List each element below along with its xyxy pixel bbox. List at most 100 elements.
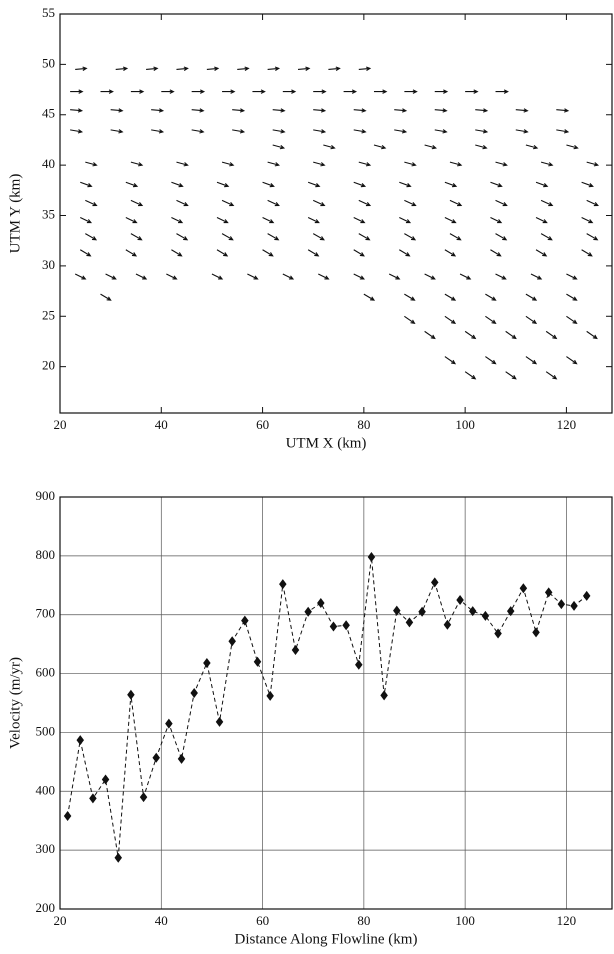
diamond-marker bbox=[468, 606, 477, 617]
velocity-arrow bbox=[515, 129, 529, 134]
velocity-arrow bbox=[262, 249, 274, 257]
velocity-arrow bbox=[581, 217, 594, 224]
velocity-arrow bbox=[313, 161, 326, 167]
y-tick-label: 900 bbox=[36, 488, 56, 503]
diamond-marker bbox=[506, 606, 515, 617]
x-tick-label: 20 bbox=[54, 417, 67, 432]
velocity-arrow bbox=[495, 89, 509, 94]
velocity-arrow bbox=[399, 181, 412, 188]
diamond-marker bbox=[139, 792, 148, 803]
velocity-arrow bbox=[586, 199, 599, 207]
velocity-arrow bbox=[176, 199, 189, 207]
velocity-arrow bbox=[525, 144, 539, 150]
velocity-arrow bbox=[221, 161, 235, 167]
diamond-marker bbox=[329, 621, 338, 632]
velocity-arrow bbox=[485, 315, 497, 325]
velocity-arrow bbox=[444, 181, 458, 188]
diamond-marker bbox=[101, 774, 110, 785]
y-tick-label: 600 bbox=[36, 665, 56, 680]
velocity-arrow bbox=[313, 108, 327, 113]
velocity-arrow bbox=[171, 217, 184, 224]
velocity-arrow bbox=[267, 66, 281, 71]
velocity-arrow bbox=[353, 181, 367, 188]
velocity-arrow bbox=[485, 293, 497, 301]
velocity-arrow bbox=[75, 66, 88, 71]
diamond-marker bbox=[63, 811, 72, 822]
velocity-arrow bbox=[176, 66, 189, 71]
velocity-arrow bbox=[495, 161, 508, 167]
velocity-arrow bbox=[540, 199, 554, 207]
x-tick-label: 80 bbox=[357, 417, 370, 432]
x-tick-label: 40 bbox=[155, 417, 168, 432]
velocity-arrow bbox=[490, 249, 502, 257]
velocity-arrow bbox=[237, 66, 250, 71]
y-tick-label: 40 bbox=[42, 156, 55, 171]
velocity-arrow bbox=[176, 233, 189, 241]
y-tick-label: 700 bbox=[36, 606, 56, 621]
velocity-arrow bbox=[353, 108, 367, 113]
velocity-arrow bbox=[566, 293, 578, 301]
velocity-arrow bbox=[206, 66, 220, 71]
x-tick-label: 100 bbox=[455, 417, 475, 432]
velocity-arrow bbox=[459, 273, 472, 280]
diamond-marker bbox=[494, 628, 502, 639]
velocity-arrow bbox=[191, 108, 205, 113]
diamond-marker bbox=[266, 690, 274, 701]
velocity-arrow bbox=[211, 273, 224, 280]
velocity-arrow bbox=[85, 233, 98, 241]
velocity-arrow bbox=[399, 249, 411, 257]
velocity-arrow bbox=[70, 129, 84, 134]
velocity-arrow bbox=[581, 249, 593, 257]
velocity-arrow bbox=[216, 181, 230, 188]
diamond-marker bbox=[481, 610, 490, 621]
velocity-arrow bbox=[490, 181, 503, 188]
velocity-arrow bbox=[566, 273, 578, 280]
velocity-arrow bbox=[176, 161, 189, 167]
velocity-arrow bbox=[505, 330, 517, 340]
velocity-arrow bbox=[515, 108, 529, 113]
velocity-arrow bbox=[307, 181, 321, 188]
velocity-arrow bbox=[540, 161, 554, 167]
y-tick-label: 35 bbox=[42, 206, 55, 221]
y-axis-label: UTM Y (km) bbox=[7, 174, 23, 254]
velocity-arrow bbox=[318, 273, 330, 280]
x-tick-label: 100 bbox=[455, 913, 475, 928]
velocity-arrow bbox=[74, 273, 87, 280]
velocity-arrow bbox=[313, 89, 327, 94]
velocity-arrow bbox=[151, 108, 165, 113]
velocity-arrow bbox=[100, 89, 114, 94]
diamond-marker bbox=[165, 718, 173, 729]
velocity-arrow bbox=[130, 161, 144, 167]
velocity-arrow bbox=[79, 249, 92, 257]
velocity-arrow bbox=[495, 199, 508, 207]
velocity-arrow bbox=[545, 371, 558, 380]
velocity-arrow bbox=[232, 108, 246, 113]
velocity-arrow bbox=[535, 217, 548, 224]
velocity-arrow bbox=[85, 161, 98, 167]
y-tick-label: 200 bbox=[36, 900, 56, 915]
y-tick-label: 45 bbox=[42, 106, 55, 121]
velocity-arrow bbox=[358, 161, 372, 167]
diamond-marker bbox=[355, 659, 363, 670]
diamond-marker bbox=[152, 752, 160, 763]
y-tick-label: 30 bbox=[42, 257, 55, 272]
x-axis-label: Distance Along Flowline (km) bbox=[235, 931, 418, 947]
velocity-arrow bbox=[272, 108, 286, 113]
velocity-arrow bbox=[125, 217, 138, 224]
velocity-arrow bbox=[191, 89, 206, 94]
diamond-marker bbox=[177, 753, 186, 764]
velocity-arrow bbox=[232, 129, 246, 134]
velocity-arrow bbox=[490, 217, 503, 224]
x-tick-label: 60 bbox=[256, 417, 269, 432]
velocity-arrow bbox=[146, 66, 159, 71]
diamond-marker bbox=[228, 636, 236, 647]
velocity-arrow bbox=[85, 199, 98, 207]
diamond-marker bbox=[76, 735, 85, 746]
diamond-marker bbox=[317, 597, 325, 608]
velocity-arrow bbox=[373, 89, 388, 94]
velocity-line bbox=[67, 556, 587, 858]
velocity-arrow bbox=[222, 89, 236, 94]
velocity-arrow bbox=[530, 273, 543, 280]
velocity-arrow bbox=[267, 161, 280, 167]
